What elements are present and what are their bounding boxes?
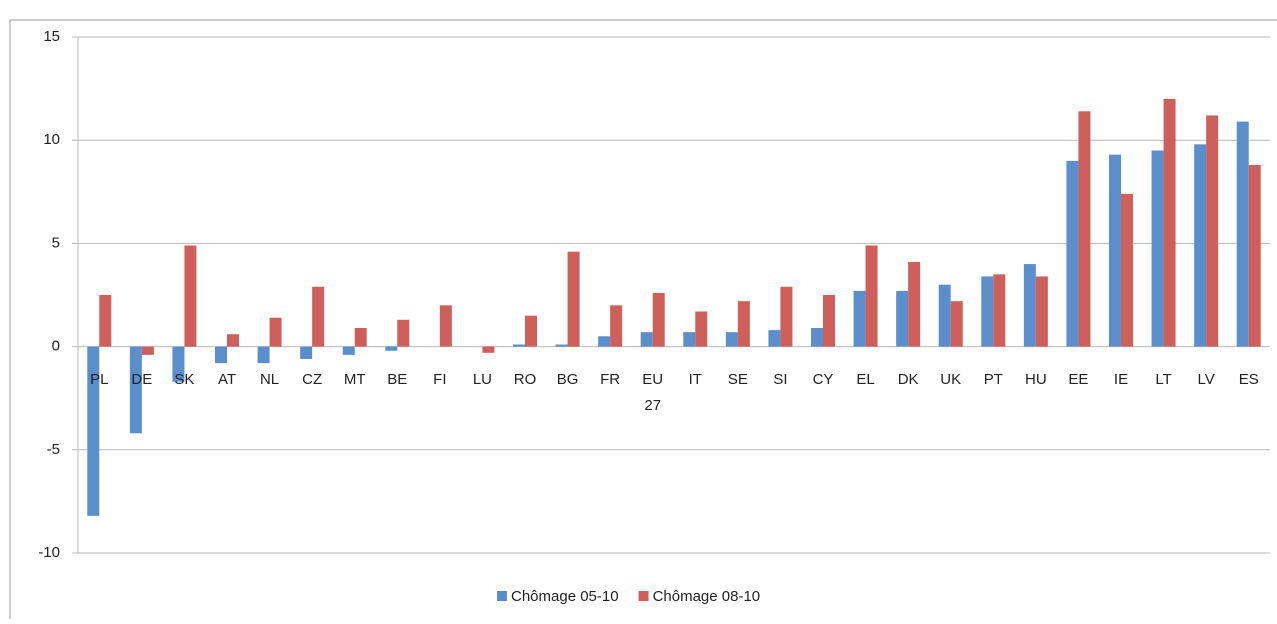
bar	[99, 295, 112, 347]
bar	[1121, 193, 1133, 347]
bar	[87, 346, 100, 516]
y-tick-label: 0	[52, 338, 60, 355]
bar	[652, 292, 665, 347]
bar	[567, 251, 580, 347]
x-tick-label: EU 27	[642, 371, 663, 414]
bar	[385, 346, 398, 351]
bar	[439, 305, 452, 347]
y-tick-label: 15	[43, 28, 60, 45]
x-tick-label: BE	[387, 371, 407, 388]
bar	[640, 332, 653, 347]
x-tick-label: RO	[514, 371, 537, 388]
x-tick-label: UK	[940, 371, 961, 388]
bar	[811, 328, 823, 347]
bar	[610, 305, 623, 347]
legend-swatch	[638, 591, 649, 601]
bar	[1206, 115, 1219, 347]
bar	[683, 332, 696, 347]
bar	[555, 344, 568, 347]
x-tick-label: PL	[90, 371, 108, 388]
bar	[993, 274, 1006, 347]
x-tick-label: LV	[1198, 371, 1215, 388]
bar	[725, 332, 738, 347]
x-tick-label: DK	[898, 371, 919, 388]
bar	[342, 346, 355, 355]
x-tick-label: EE	[1068, 371, 1088, 388]
bar	[1236, 121, 1249, 347]
x-tick-label: SK	[174, 371, 194, 388]
x-tick-label: MT	[344, 371, 366, 388]
bar	[1194, 144, 1207, 347]
x-tick-label: FI	[433, 371, 446, 388]
x-tick-label: IT	[689, 371, 702, 388]
bar	[184, 245, 197, 347]
x-tick-label: SE	[728, 371, 748, 388]
bar	[938, 284, 951, 347]
bar	[1248, 164, 1261, 347]
x-tick-label: ES	[1239, 371, 1259, 388]
bar	[312, 286, 325, 347]
y-tick-label: -5	[47, 441, 60, 458]
x-tick-label: CZ	[302, 371, 322, 388]
bar	[1163, 98, 1176, 347]
bar	[482, 346, 495, 353]
bar	[300, 346, 313, 359]
x-tick-label: SI	[773, 371, 787, 388]
x-tick-label: IE	[1114, 371, 1128, 388]
bar	[257, 346, 270, 364]
bar	[737, 301, 750, 347]
bar	[1109, 154, 1121, 347]
bar	[129, 346, 142, 434]
bar	[1035, 276, 1048, 347]
bar	[780, 286, 793, 347]
y-tick-label: 10	[43, 131, 60, 148]
bar	[950, 301, 963, 347]
x-tick-label: EL	[856, 371, 874, 388]
bar	[215, 346, 227, 364]
x-tick-label: NL	[260, 371, 279, 388]
bar	[695, 311, 708, 347]
x-tick-label: FR	[600, 371, 620, 388]
x-tick-label: CY	[813, 371, 834, 388]
bar	[908, 261, 921, 347]
bar	[1066, 160, 1079, 347]
bar	[823, 295, 835, 347]
x-tick-label: BG	[557, 371, 579, 388]
bar	[397, 319, 410, 347]
bar	[1078, 111, 1091, 347]
x-tick-label: DE	[131, 371, 152, 388]
bar	[865, 245, 878, 347]
bar	[853, 290, 866, 347]
bar	[227, 334, 239, 347]
x-tick-label: LT	[1155, 371, 1171, 388]
y-tick-label: 5	[52, 234, 60, 251]
bar	[768, 330, 781, 347]
x-tick-label: AT	[218, 371, 236, 388]
bar	[1151, 150, 1164, 347]
bar	[172, 346, 185, 382]
y-tick-label: -10	[38, 544, 60, 561]
bar	[354, 328, 367, 347]
bar	[598, 336, 611, 347]
bar	[896, 290, 909, 347]
legend-label: Chômage 05-10	[511, 588, 619, 605]
x-tick-label: PT	[984, 371, 1003, 388]
bar	[141, 346, 154, 355]
legend-swatch	[497, 591, 507, 601]
x-tick-label: LU	[473, 371, 492, 388]
bar	[525, 315, 537, 347]
x-tick-label: HU	[1025, 371, 1047, 388]
bar	[1023, 264, 1036, 347]
bar	[269, 317, 282, 347]
legend-label: Chômage 08-10	[653, 588, 761, 605]
bar	[513, 344, 525, 347]
bar	[981, 276, 994, 347]
